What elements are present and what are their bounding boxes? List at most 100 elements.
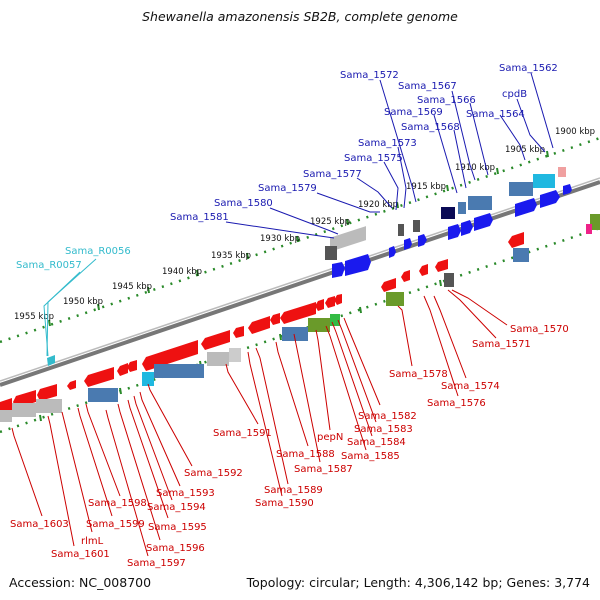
gene-label[interactable]: Sama_1575 <box>344 153 403 164</box>
cds-feature[interactable] <box>201 330 230 350</box>
gene-label[interactable]: Sama_1572 <box>340 70 399 81</box>
gene-label[interactable]: Sama_1590 <box>255 498 314 509</box>
cds-feature[interactable] <box>345 254 371 276</box>
gene-label[interactable]: Sama_1584 <box>347 437 406 448</box>
gene-label[interactable]: Sama_1597 <box>127 558 186 569</box>
genome-summary-text: Topology: circular; Length: 4,306,142 bp… <box>246 575 590 590</box>
gene-label[interactable]: rlmL <box>81 536 104 547</box>
cds-feature[interactable] <box>563 184 572 195</box>
cds-feature[interactable] <box>127 360 137 372</box>
homology-block <box>386 292 404 306</box>
cds-feature[interactable] <box>67 380 76 390</box>
genome-backbone <box>0 180 600 387</box>
homology-block <box>0 410 12 422</box>
gene-label[interactable]: Sama_1577 <box>303 169 362 180</box>
cds-feature[interactable] <box>515 198 537 217</box>
gene-label[interactable]: Sama_1578 <box>389 369 448 380</box>
cds-feature[interactable] <box>418 234 427 247</box>
rna-label[interactable]: Sama_R0057 <box>16 260 82 271</box>
cds-feature[interactable] <box>540 190 560 208</box>
gene-label[interactable]: Sama_1588 <box>276 449 335 460</box>
cds-feature[interactable] <box>461 220 473 236</box>
cds-feature[interactable] <box>508 232 524 248</box>
gene-label[interactable]: Sama_1571 <box>472 339 531 350</box>
genome-backbone-light <box>0 177 600 382</box>
rna-leader-lines <box>43 258 97 357</box>
gene-label[interactable]: Sama_1574 <box>441 381 500 392</box>
cds-feature[interactable] <box>435 259 448 272</box>
homology-block <box>468 196 492 210</box>
gene-label[interactable]: Sama_1581 <box>170 212 229 223</box>
rna-label[interactable]: Sama_R0056 <box>65 246 131 257</box>
homology-block <box>330 226 366 252</box>
kbp-label: 1930 kbp <box>260 234 300 244</box>
gene-label[interactable]: Sama_1562 <box>499 63 558 74</box>
cds-feature[interactable] <box>37 384 57 401</box>
cds-feature[interactable] <box>419 264 428 276</box>
cds-feature[interactable] <box>315 299 324 311</box>
homology-block <box>533 174 555 188</box>
gene-label[interactable]: Sama_1580 <box>214 198 273 209</box>
cds-feature[interactable] <box>142 340 198 371</box>
gene-label[interactable]: Sama_1579 <box>258 183 317 194</box>
cds-feature[interactable] <box>84 367 114 387</box>
gene-label[interactable]: Sama_1582 <box>358 411 417 422</box>
homology-block <box>509 182 533 196</box>
gene-label[interactable]: Sama_1594 <box>147 502 206 513</box>
outer-tick-ring <box>0 136 600 344</box>
homology-block <box>229 348 241 362</box>
gene-label[interactable]: Sama_1570 <box>510 324 569 335</box>
gene-label[interactable]: Sama_1573 <box>358 138 417 149</box>
gene-label[interactable]: cpdB <box>502 89 527 100</box>
cds-feature[interactable] <box>474 213 493 231</box>
gene-label[interactable]: Sama_1592 <box>184 468 243 479</box>
kbp-label: 1945 kbp <box>112 282 152 292</box>
kbp-label: 1920 kbp <box>358 200 398 210</box>
gene-label[interactable]: Sama_1564 <box>466 109 525 120</box>
gene-label[interactable]: Sama_1568 <box>401 122 460 133</box>
homology-block <box>142 372 154 386</box>
cds-feature[interactable] <box>381 278 396 292</box>
gene-label[interactable]: Sama_1587 <box>294 464 353 475</box>
homology-block <box>513 248 529 262</box>
kbp-label: 1925 kbp <box>310 217 350 227</box>
cds-feature[interactable] <box>401 270 410 282</box>
homology-block <box>88 388 118 402</box>
forward-cds-track <box>47 167 572 366</box>
gene-label[interactable]: pepN <box>317 432 343 443</box>
cds-feature[interactable] <box>248 316 270 334</box>
gene-label[interactable]: Sama_1567 <box>398 81 457 92</box>
homology-block <box>558 167 566 177</box>
gene-label[interactable]: Sama_1566 <box>417 95 476 106</box>
homology-block <box>12 403 36 417</box>
gene-label[interactable]: Sama_1591 <box>213 428 272 439</box>
homology-block <box>586 224 592 234</box>
tick-marks <box>39 150 549 422</box>
gene-label[interactable]: Sama_1589 <box>264 485 323 496</box>
gene-label[interactable]: Sama_1583 <box>354 424 413 435</box>
gene-label[interactable]: Sama_1603 <box>10 519 69 530</box>
gene-label[interactable]: Sama_1595 <box>148 522 207 533</box>
cds-feature[interactable] <box>117 363 128 376</box>
rna-feature[interactable] <box>47 355 55 366</box>
gene-label[interactable]: Sama_1599 <box>86 519 145 530</box>
cds-feature[interactable] <box>280 302 316 324</box>
cds-feature[interactable] <box>233 326 244 338</box>
gene-label[interactable]: Sama_1601 <box>51 549 110 560</box>
cds-feature[interactable] <box>389 246 396 258</box>
cds-feature[interactable] <box>270 313 280 325</box>
kbp-label: 1940 kbp <box>162 267 202 277</box>
gene-label[interactable]: Sama_1585 <box>341 451 400 462</box>
cds-feature[interactable] <box>448 224 461 240</box>
gene-label[interactable]: Sama_1593 <box>156 488 215 499</box>
gene-label[interactable]: Sama_1576 <box>427 398 486 409</box>
cds-feature[interactable] <box>332 262 345 278</box>
gene-label[interactable]: Sama_1569 <box>384 107 443 118</box>
cds-feature[interactable] <box>325 296 335 308</box>
cds-feature[interactable] <box>404 238 412 250</box>
gene-label[interactable]: Sama_1598 <box>88 498 147 509</box>
homology-block <box>325 246 337 260</box>
gene-label[interactable]: Sama_1596 <box>146 543 205 554</box>
cds-feature[interactable] <box>334 294 342 305</box>
